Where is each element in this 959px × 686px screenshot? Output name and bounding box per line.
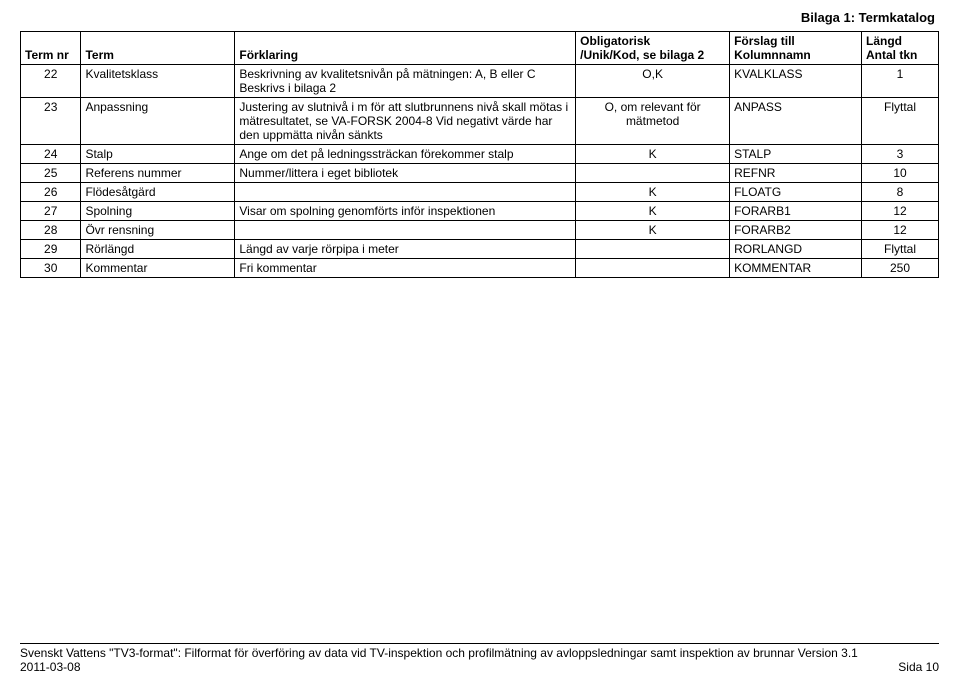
table-row: 22 Kvalitetsklass Beskrivning av kvalite…: [21, 65, 939, 98]
cell-len: 250: [862, 259, 939, 278]
cell-term: Spolning: [81, 202, 235, 221]
table-row: 29 Rörlängd Längd av varje rörpipa i met…: [21, 240, 939, 259]
cell-term: Referens nummer: [81, 164, 235, 183]
table-row: 28 Övr rensning K FORARB2 12: [21, 221, 939, 240]
cell-oblig: K: [576, 202, 730, 221]
page-footer: Svenskt Vattens "TV3-format": Filformat …: [20, 643, 939, 674]
cell-len: Flyttal: [862, 240, 939, 259]
cell-kol: ANPASS: [730, 98, 862, 145]
footer-rule: [20, 643, 939, 644]
cell-len: 8: [862, 183, 939, 202]
cell-oblig: K: [576, 221, 730, 240]
cell-kol: FORARB1: [730, 202, 862, 221]
cell-fork: Beskrivning av kvalitetsnivån på mätning…: [235, 65, 576, 98]
col-header-len-l1: Längd: [866, 34, 934, 48]
cell-oblig: [576, 240, 730, 259]
table-row: 30 Kommentar Fri kommentar KOMMENTAR 250: [21, 259, 939, 278]
col-header-kol-l1: Förslag till: [734, 34, 857, 48]
cell-oblig: K: [576, 145, 730, 164]
cell-nr: 23: [21, 98, 81, 145]
cell-nr: 24: [21, 145, 81, 164]
cell-kol: REFNR: [730, 164, 862, 183]
table-row: 26 Flödesåtgärd K FLOATG 8: [21, 183, 939, 202]
cell-fork: Visar om spolning genomförts inför inspe…: [235, 202, 576, 221]
cell-fork: Ange om det på ledningssträckan förekomm…: [235, 145, 576, 164]
cell-len: 12: [862, 202, 939, 221]
cell-kol: STALP: [730, 145, 862, 164]
table-row: 27 Spolning Visar om spolning genomförts…: [21, 202, 939, 221]
col-header-kol: Förslag till Kolumnnamn: [730, 32, 862, 65]
footer-date: 2011-03-08: [20, 660, 81, 674]
col-header-oblig: Obligatorisk /Unik/Kod, se bilaga 2: [576, 32, 730, 65]
col-header-kol-l2: Kolumnnamn: [734, 48, 857, 62]
cell-term: Rörlängd: [81, 240, 235, 259]
cell-oblig: [576, 164, 730, 183]
cell-fork: Justering av slutnivå i m för att slutbr…: [235, 98, 576, 145]
cell-term: Kvalitetsklass: [81, 65, 235, 98]
cell-len: 1: [862, 65, 939, 98]
col-header-term: Term: [81, 32, 235, 65]
cell-len: 3: [862, 145, 939, 164]
cell-term: Kommentar: [81, 259, 235, 278]
table-row: 25 Referens nummer Nummer/littera i eget…: [21, 164, 939, 183]
col-header-nr: Term nr: [21, 32, 81, 65]
cell-fork: Nummer/littera i eget bibliotek: [235, 164, 576, 183]
col-header-oblig-l1: Obligatorisk: [580, 34, 725, 48]
cell-len: 12: [862, 221, 939, 240]
cell-oblig: [576, 259, 730, 278]
table-row: 24 Stalp Ange om det på ledningssträckan…: [21, 145, 939, 164]
cell-fork: [235, 183, 576, 202]
cell-term: Stalp: [81, 145, 235, 164]
table-header-row: Term nr Term Förklaring Obligatorisk /Un…: [21, 32, 939, 65]
page-header-title: Bilaga 1: Termkatalog: [20, 10, 939, 25]
cell-term: Övr rensning: [81, 221, 235, 240]
cell-kol: FLOATG: [730, 183, 862, 202]
col-header-len: Längd Antal tkn: [862, 32, 939, 65]
cell-nr: 28: [21, 221, 81, 240]
cell-nr: 27: [21, 202, 81, 221]
cell-nr: 30: [21, 259, 81, 278]
cell-kol: RORLANGD: [730, 240, 862, 259]
cell-term: Flödesåtgärd: [81, 183, 235, 202]
cell-oblig: K: [576, 183, 730, 202]
table-body: 22 Kvalitetsklass Beskrivning av kvalite…: [21, 65, 939, 278]
term-table: Term nr Term Förklaring Obligatorisk /Un…: [20, 31, 939, 278]
cell-fork: Fri kommentar: [235, 259, 576, 278]
footer-line1: Svenskt Vattens "TV3-format": Filformat …: [20, 646, 939, 660]
cell-nr: 29: [21, 240, 81, 259]
cell-kol: FORARB2: [730, 221, 862, 240]
cell-oblig: O,K: [576, 65, 730, 98]
cell-oblig: O, om relevant för mätmetod: [576, 98, 730, 145]
cell-nr: 22: [21, 65, 81, 98]
cell-term: Anpassning: [81, 98, 235, 145]
footer-page: Sida 10: [898, 660, 939, 674]
cell-kol: KVALKLASS: [730, 65, 862, 98]
cell-nr: 26: [21, 183, 81, 202]
col-header-fork: Förklaring: [235, 32, 576, 65]
col-header-len-l2: Antal tkn: [866, 48, 934, 62]
cell-len: 10: [862, 164, 939, 183]
cell-fork: [235, 221, 576, 240]
table-row: 23 Anpassning Justering av slutnivå i m …: [21, 98, 939, 145]
col-header-oblig-l2: /Unik/Kod, se bilaga 2: [580, 48, 725, 62]
cell-nr: 25: [21, 164, 81, 183]
cell-kol: KOMMENTAR: [730, 259, 862, 278]
cell-fork: Längd av varje rörpipa i meter: [235, 240, 576, 259]
cell-len: Flyttal: [862, 98, 939, 145]
